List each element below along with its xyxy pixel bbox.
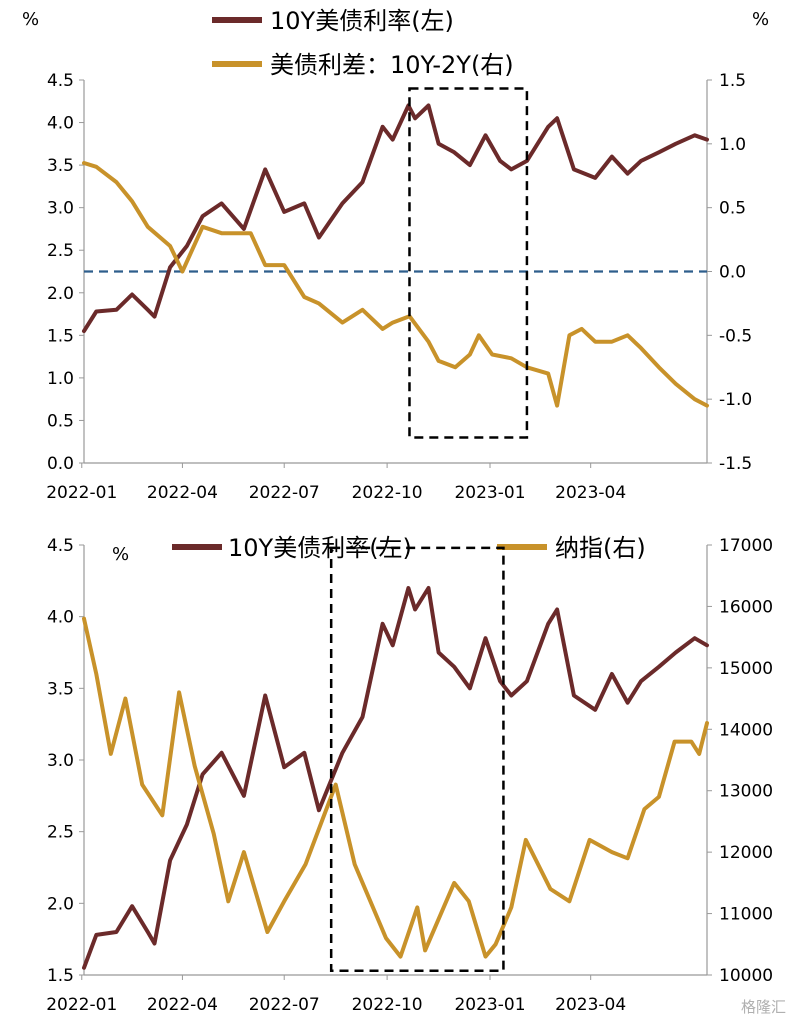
right-tick-label: 14000: [719, 720, 773, 740]
right-tick-label: 0.5: [719, 199, 746, 219]
left-tick-label: 3.5: [47, 156, 74, 176]
x-tick-label: 2022-07: [249, 483, 320, 503]
right-tick-label: -1.0: [719, 390, 752, 410]
left-tick-label: 4.0: [47, 114, 74, 134]
x-tick-label: 2022-01: [46, 483, 117, 503]
left-tick-label: 1.5: [47, 966, 74, 986]
left-unit-label: %: [22, 9, 39, 30]
x-tick-label: 2022-10: [352, 995, 423, 1015]
left-tick-label: 0.5: [47, 411, 74, 431]
right-tick-label: 13000: [719, 782, 773, 802]
x-tick-label: 2022-10: [352, 483, 423, 503]
right-tick-label: 11000: [719, 905, 773, 925]
left-tick-label: 1.0: [47, 369, 74, 389]
left-tick-label: 3.0: [47, 751, 74, 771]
left-tick-label: 1.5: [47, 326, 74, 346]
left-tick-label: 3.5: [47, 679, 74, 699]
right-tick-label: 10000: [719, 966, 773, 986]
left-tick-label: 4.5: [47, 536, 74, 556]
series-line-yield: [82, 586, 709, 970]
left-unit-label: %: [112, 544, 129, 565]
right-tick-label: 0.0: [719, 263, 746, 283]
x-tick-label: 2023-01: [454, 483, 525, 503]
highlight-box: [329, 546, 505, 972]
legend-label-yield: 10Y美债利率(左): [270, 7, 454, 35]
left-tick-label: 0.0: [47, 454, 74, 474]
right-tick-label: -0.5: [719, 326, 752, 346]
x-tick-label: 2023-04: [555, 483, 626, 503]
chart-yield-vs-nasdaq: % 10Y美债利率(左) 纳指(右) 1.52.02.53.03.54.04.5…: [46, 534, 773, 1015]
right-tick-label: 1.5: [719, 71, 746, 91]
right-tick-label: 12000: [719, 843, 773, 863]
legend-label-spread: 美债利差：10Y-2Y(右): [270, 51, 514, 79]
left-tick-label: 2.0: [47, 284, 74, 304]
right-tick-label: 1.0: [719, 135, 746, 155]
left-tick-label: 3.0: [47, 199, 74, 219]
x-tick-label: 2022-07: [249, 995, 320, 1015]
series-line-nasdaq: [82, 616, 709, 959]
left-tick-label: 4.5: [47, 71, 74, 91]
right-tick-label: 16000: [719, 597, 773, 617]
x-tick-label: 2022-04: [147, 483, 218, 503]
series-line-spread: [82, 161, 709, 408]
x-tick-label: 2022-04: [147, 995, 218, 1015]
left-tick-label: 2.5: [47, 241, 74, 261]
x-tick-label: 2023-04: [555, 995, 626, 1015]
x-tick-label: 2022-01: [46, 995, 117, 1015]
watermark: 格隆汇: [740, 998, 786, 1016]
right-tick-label: 17000: [719, 536, 773, 556]
right-tick-label: 15000: [719, 659, 773, 679]
chart-yield-vs-spread: % % 10Y美债利率(左) 美债利差：10Y-2Y(右) 0.0 0.5 1.0 1…: [22, 7, 769, 503]
x-tick-label: 2023-01: [454, 995, 525, 1015]
right-unit-label: %: [752, 9, 769, 30]
legend: 10Y美债利率(左) 美债利差：10Y-2Y(右): [212, 7, 514, 79]
left-tick-label: 2.0: [47, 894, 74, 914]
left-tick-label: 4.0: [47, 608, 74, 628]
series-line-yield: [82, 103, 709, 334]
highlight-box: [408, 87, 529, 439]
legend-label-nasdaq: 纳指(右): [555, 534, 646, 562]
right-tick-label: -1.5: [719, 454, 752, 474]
left-tick-label: 2.5: [47, 823, 74, 843]
